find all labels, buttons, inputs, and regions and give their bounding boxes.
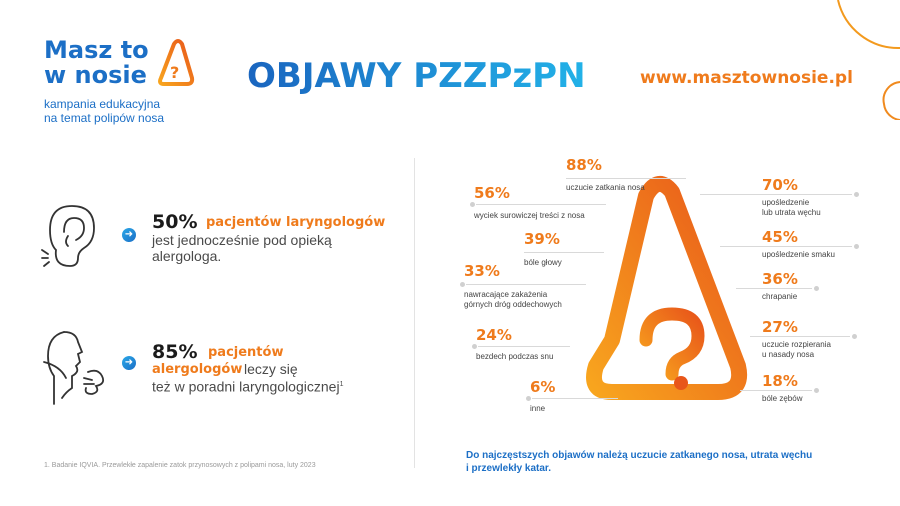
stat-50-highlight: pacjentów laryngologów [206, 215, 386, 230]
summary-line1: Do najczęstszych objawów należą uczucie … [466, 450, 813, 461]
symptom-label: chrapanie [762, 292, 798, 301]
symptom-line [740, 390, 812, 391]
symptom-label: bóle zębów [762, 394, 803, 403]
symptom-label: bóle głowy [524, 258, 562, 267]
symptom-label: bezdech podczas snu [476, 352, 554, 361]
symptom-label: uczucie rozpierania [762, 340, 831, 349]
sneezing-face-icon [43, 331, 105, 405]
symptom-line [532, 398, 618, 399]
symptom-pct: 39% [524, 230, 560, 248]
footnote: 1. Badanie IQVIA. Przewlekłe zapalenie z… [44, 462, 316, 469]
symptom-label: upośledzenie [762, 198, 810, 207]
symptom-label: inne [530, 404, 546, 413]
symptom-pct: 6% [530, 378, 556, 396]
symptom-dot [814, 388, 819, 393]
website-link[interactable]: www.masztownosie.pl [640, 68, 853, 88]
symptom-pct: 45% [762, 228, 798, 246]
symptom-pct: 70% [762, 176, 798, 194]
svg-text:?: ? [170, 63, 179, 82]
symptom-dot [854, 192, 859, 197]
symptom-line [720, 246, 852, 247]
symptom-label: upośledzenie smaku [762, 250, 835, 259]
symptom-pct: 56% [474, 184, 510, 202]
nose-question-graphic [586, 176, 747, 400]
symptom-line [736, 288, 812, 289]
symptom-pct: 27% [762, 318, 798, 336]
stat-50-line2: alergologa. [152, 248, 222, 264]
symptom-label: wyciek surowiczej treści z nosa [474, 211, 585, 220]
symptom-label: u nasady nosa [762, 350, 815, 359]
footnote-marker: 1 [339, 381, 344, 388]
symptom-label: uczucie zatkania nosa [566, 183, 645, 192]
symptom-dot [470, 202, 475, 207]
vertical-divider [414, 158, 415, 468]
symptom-line [524, 252, 604, 253]
logo-line2: w nosie [44, 61, 147, 89]
symptom-line [476, 204, 606, 205]
symptom-pct: 33% [464, 262, 500, 280]
ear-icon [41, 205, 95, 267]
symptom-pct: 18% [762, 372, 798, 390]
symptom-line [566, 178, 686, 179]
logo-nose-icon: ? [158, 39, 195, 86]
symptom-dot [852, 334, 857, 339]
stat-50-line1: jest jednocześnie pod opieką [152, 232, 332, 248]
arrow-right-icon: ➜ [122, 356, 136, 370]
logo-sub2: na temat polipów nosa [44, 111, 165, 125]
symptom-pct: 88% [566, 156, 602, 174]
symptom-line [478, 346, 570, 347]
page-title: OBJAWY PZZPzPN [247, 56, 586, 96]
logo-line1: Masz to [44, 36, 149, 64]
symptom-dot [814, 286, 819, 291]
symptom-dot [472, 344, 477, 349]
stat-85-highlight1: pacjentów [208, 345, 284, 360]
symptom-dot [460, 282, 465, 287]
stat-85-rest: leczy się [244, 361, 298, 377]
symptom-label: lub utrata węchu [762, 208, 821, 217]
stat-50-pct: 50% [152, 211, 198, 233]
stat-85-pct: 85% [152, 341, 198, 363]
arrow-right-icon: ➜ [122, 228, 136, 242]
symptom-dot [526, 396, 531, 401]
decorative-arcs [837, 0, 900, 120]
summary-line2: i przewlekły katar. [466, 463, 552, 474]
symptom-pct: 36% [762, 270, 798, 288]
symptom-label: nawracające zakażenia [464, 290, 548, 299]
logo-sub1: kampania edukacyjna [44, 97, 161, 111]
stat-85-highlight2: alergologów [152, 362, 243, 377]
symptom-pct: 24% [476, 326, 512, 344]
symptom-line [466, 284, 586, 285]
symptom-dot [854, 244, 859, 249]
symptom-line [700, 194, 852, 195]
symptom-line [750, 336, 850, 337]
symptom-label: górnych dróg oddechowych [464, 300, 562, 309]
stat-85-line2-text: też w poradni laryngologicznej [152, 378, 340, 395]
stat-85-line2: też w poradni laryngologicznej1 [152, 377, 343, 395]
